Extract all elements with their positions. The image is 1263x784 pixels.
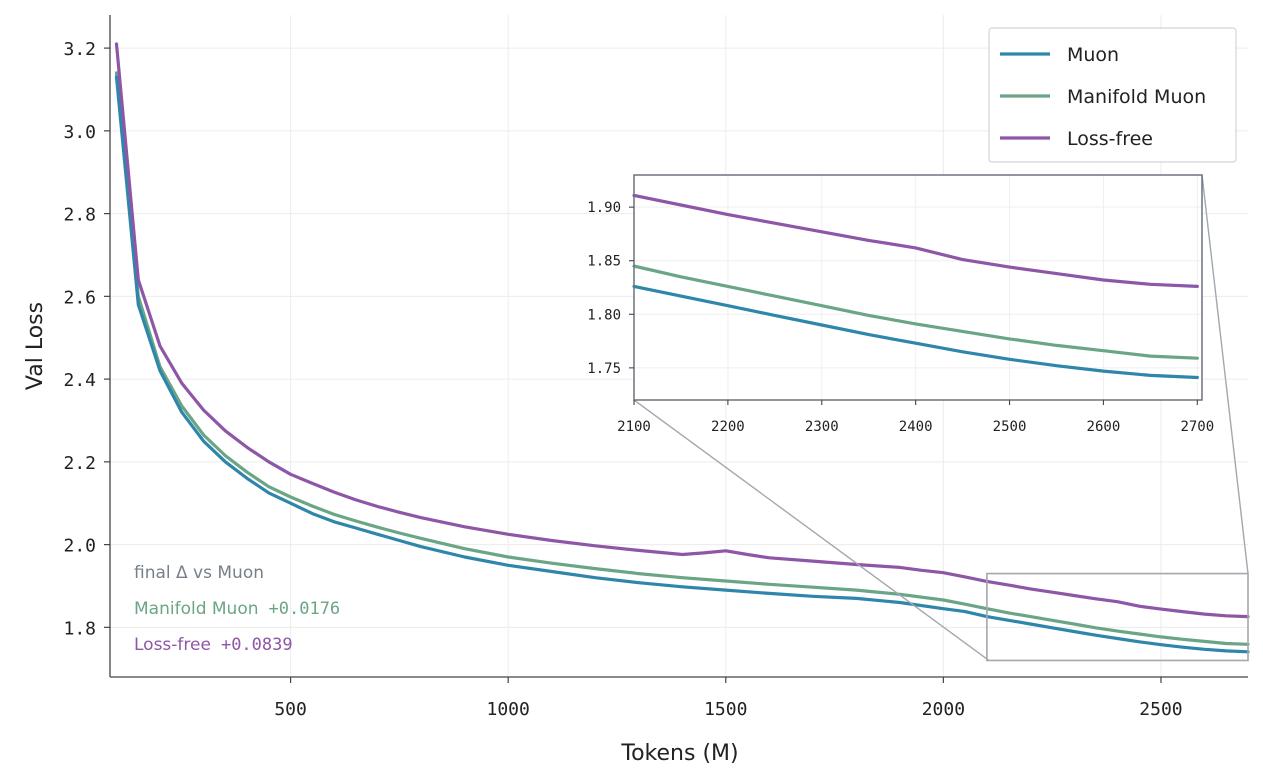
inset-series xyxy=(632,193,1199,380)
inset-x-tick-label: 2600 xyxy=(1087,419,1121,435)
inset-series-line-loss-free xyxy=(632,193,1199,288)
y-tick-label: 1.8 xyxy=(63,618,96,639)
x-tick-label: 2000 xyxy=(922,699,965,720)
inset-series-line-manifold-muon xyxy=(632,264,1199,360)
legend-label: Muon xyxy=(1067,44,1119,66)
y-tick-label: 2.0 xyxy=(63,536,96,557)
ticks: 500 1000 1500 2000 2500 1.8 2.0 2.2 2.4 2.6 2.8 3.0… xyxy=(63,39,1182,720)
annotation-manifold-muon: Manifold Muon +0.0176 xyxy=(134,599,340,619)
zoom-indicator xyxy=(633,174,1249,662)
inset-x-tick-label: 2300 xyxy=(805,419,839,435)
annotation-loss-free-label: Loss-free xyxy=(134,635,211,655)
inset-grid xyxy=(634,175,1202,400)
x-tick-label: 1500 xyxy=(704,699,747,720)
y-axis-label: Val Loss xyxy=(23,302,48,390)
x-tick-label: 2500 xyxy=(1139,699,1182,720)
inset-x-tick-label: 2100 xyxy=(617,419,651,435)
inset-background xyxy=(634,175,1202,400)
inset-zoom-panel: 2100 2200 2300 2400 2500 2600 2700 1.75 1.80 1.85… xyxy=(587,174,1214,435)
axes xyxy=(109,15,1248,678)
series-line-loss-free xyxy=(114,42,1250,619)
main-series xyxy=(114,42,1250,654)
y-tick-label: 2.2 xyxy=(63,453,96,474)
annotation-loss-free: Loss-free +0.0839 xyxy=(134,635,293,655)
legend-label: Loss-free xyxy=(1067,128,1153,150)
y-tick-label: 3.0 xyxy=(63,122,96,143)
inset-y-tick-label: 1.85 xyxy=(587,254,621,270)
annotation-manifold-muon-value: +0.0176 xyxy=(269,599,341,619)
inset-y-tick-label: 1.90 xyxy=(587,200,621,216)
inset-y-tick-label: 1.80 xyxy=(587,307,621,323)
inset-x-tick-label: 2500 xyxy=(993,419,1027,435)
inset-ticks: 2100 2200 2300 2400 2500 2600 2700 1.75 1.80 1.85… xyxy=(587,200,1214,435)
x-axis-label: Tokens (M) xyxy=(620,741,738,766)
annotation-manifold-muon-label: Manifold Muon xyxy=(134,599,259,619)
x-tick-label: 1000 xyxy=(487,699,530,720)
y-tick-label: 2.8 xyxy=(63,205,96,226)
annotation-loss-free-value: +0.0839 xyxy=(221,635,293,655)
legend-label: Manifold Muon xyxy=(1067,86,1206,108)
inset-x-tick-label: 2400 xyxy=(899,419,933,435)
series-line-muon xyxy=(114,75,1250,654)
legend: Muon Manifold Muon Loss-free xyxy=(988,27,1237,163)
y-tick-label: 3.2 xyxy=(63,39,96,60)
inset-x-tick-label: 2700 xyxy=(1180,419,1214,435)
inset-y-tick-label: 1.75 xyxy=(587,361,621,377)
y-tick-label: 2.6 xyxy=(63,287,96,308)
y-tick-label: 2.4 xyxy=(63,370,96,391)
legend-box xyxy=(988,27,1237,163)
inset-series-line-muon xyxy=(632,284,1199,380)
x-tick-label: 500 xyxy=(274,699,307,720)
inset-x-tick-label: 2200 xyxy=(711,419,745,435)
series-line-manifold-muon xyxy=(114,71,1250,646)
zoom-connector-line xyxy=(1201,174,1249,574)
zoom-connector-line xyxy=(633,399,990,662)
inset-frame xyxy=(633,174,1203,401)
zoom-region-box xyxy=(986,572,1249,662)
final-delta-annotation: final Δ vs Muon Manifold Muon +0.0176 Los… xyxy=(134,563,340,655)
annotation-title: final Δ vs Muon xyxy=(134,563,264,583)
